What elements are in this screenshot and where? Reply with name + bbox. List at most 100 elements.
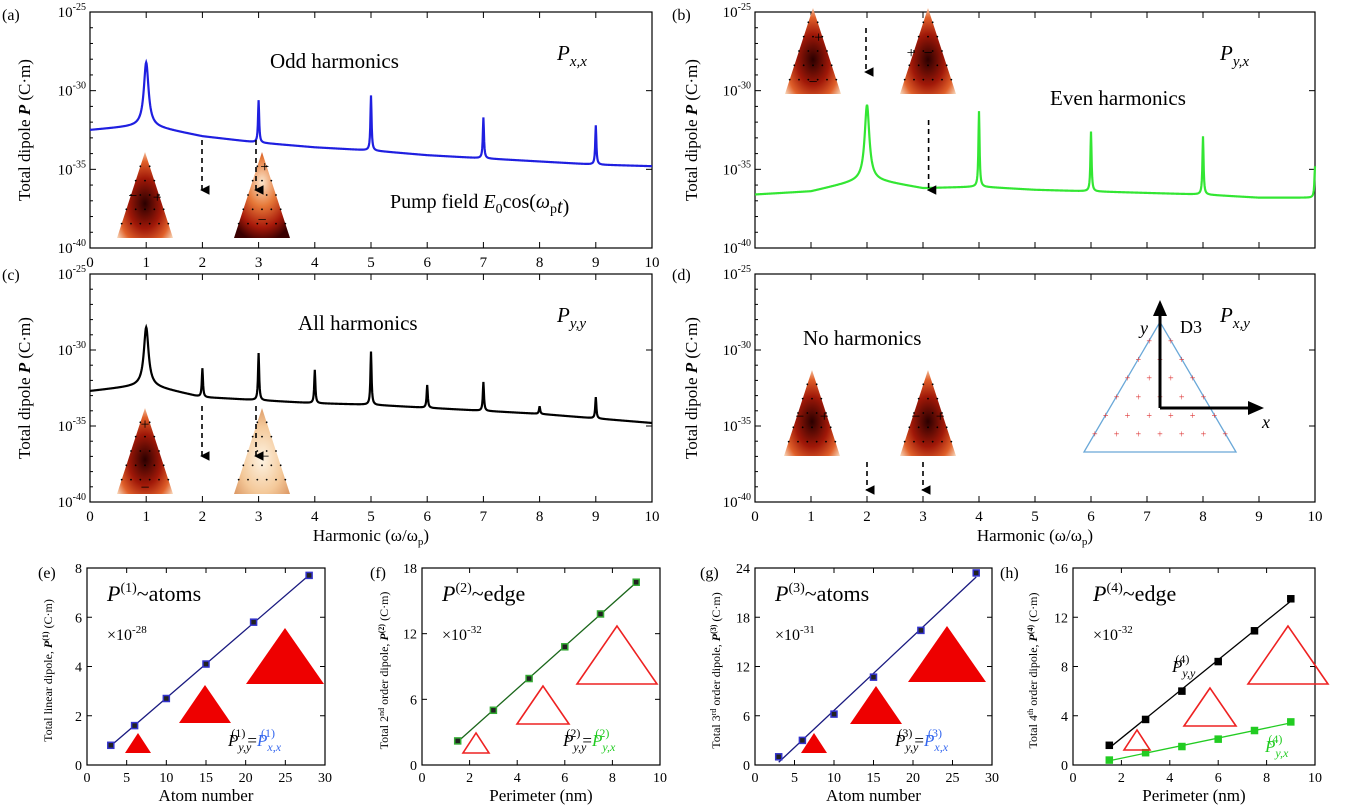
x-tick-label: 30 <box>318 771 332 786</box>
data-point <box>632 578 640 586</box>
charge-sign: + <box>260 159 269 176</box>
lattice-dot <box>927 35 929 38</box>
y-tick-label: 10-40 <box>58 492 86 511</box>
x-tick-label: 4 <box>514 771 521 786</box>
lattice-dot <box>148 450 151 452</box>
lattice-dot <box>922 412 925 414</box>
panel-label-f: (f) <box>370 565 386 582</box>
y-tick-label: 12 <box>403 628 417 643</box>
size-triangle <box>575 624 659 685</box>
y-tick-label: 10-30 <box>58 340 86 359</box>
fit-line <box>457 582 637 743</box>
panel-f: (f) 0 6 12 18 0 2 4 6 8 10 Perimeter (nm) Total 2nd … <box>370 562 667 805</box>
x-tick-label: 9 <box>592 255 600 271</box>
x-tick-label: 1 <box>807 509 815 525</box>
annotation-none: No harmonics <box>803 326 921 350</box>
data-point <box>972 569 980 577</box>
size-triangle <box>1122 728 1152 751</box>
lattice-dot <box>251 435 254 438</box>
y-tick-label: 10-35 <box>723 159 751 178</box>
lattice-dot <box>139 194 142 196</box>
x-tick-label: 0 <box>752 771 759 786</box>
lattice-dot <box>941 440 943 443</box>
field-map-triangle-lattice <box>120 165 170 225</box>
x-tick-label: 0 <box>419 771 426 786</box>
y-tick-label: 12 <box>1054 611 1068 626</box>
y-arrow-head <box>1153 300 1167 316</box>
lattice-dot <box>950 440 953 443</box>
lattice-dot <box>261 435 263 438</box>
x-tick-label: 8 <box>1263 771 1270 786</box>
size-triangle <box>246 628 324 684</box>
lattice-dot <box>816 50 819 52</box>
lattice-dot <box>134 179 137 182</box>
lattice-dot <box>256 421 259 424</box>
lattice-dot <box>148 194 151 196</box>
lattice-dot <box>284 222 287 225</box>
panel-a: (a) 10-25 10-30 10-35 10-400 1 2 3 4 5 6 7 8 9 10 Total… <box>2 2 660 271</box>
lattice-dot <box>922 50 925 52</box>
lattice-site-plus: + <box>1114 429 1120 440</box>
series-label-b: Py,x <box>1219 41 1249 70</box>
lattice-dot <box>950 78 953 81</box>
charge-sign: − <box>795 409 804 426</box>
x-tick-label: 7 <box>1143 509 1151 525</box>
lattice-dot <box>148 421 151 424</box>
size-triangle <box>179 685 231 723</box>
lattice-dot <box>801 426 804 429</box>
size-triangle <box>125 733 151 753</box>
series-label-c: Py,y <box>556 303 586 332</box>
panel-c: (c) 10-25 10-30 10-35 10-400 1 2 3 4 5 6 7 8 9 10 Harmo… <box>2 264 660 548</box>
x-tick-label: 8 <box>609 771 616 786</box>
lattice-dot <box>922 78 925 81</box>
lattice-dot <box>821 35 824 38</box>
field-map-triangle-lattice <box>903 383 953 443</box>
series-line-a <box>89 58 653 168</box>
series-line-c <box>89 323 653 425</box>
lattice-dot <box>807 50 810 52</box>
size-triangle <box>461 731 491 754</box>
series-label: Py,x(4) <box>1264 732 1289 760</box>
lattice-dot <box>275 194 277 196</box>
lattice-dot <box>802 35 805 38</box>
fit-line <box>1108 600 1292 749</box>
y-tick-label: 18 <box>403 562 417 577</box>
y-axis-label: Total dipole P (C·m) <box>15 59 34 201</box>
lattice-dot <box>917 426 920 429</box>
annotation-odd: Odd harmonics <box>270 49 399 73</box>
y-axis-label: Total dipole P (C·m) <box>15 317 34 459</box>
lattice-dot <box>158 222 160 225</box>
lattice-dot <box>153 464 156 467</box>
y-tick-label: 10-40 <box>723 492 751 511</box>
data-point <box>798 736 807 745</box>
x-tick-label: 0 <box>751 509 759 525</box>
x-axis-label: Harmonic (ω/ωp) <box>977 526 1093 548</box>
lattice-dot <box>826 78 828 81</box>
equality-label: Py,y(1) =Px,x(1) <box>227 726 282 754</box>
field-map-triangle <box>234 152 290 238</box>
inset-title-f: P(2)~edge <box>441 581 525 606</box>
data-point <box>1105 756 1114 764</box>
lattice-dot <box>139 421 142 424</box>
x-axis-label: Harmonic (ω/ωp) <box>313 526 429 548</box>
lattice-dot <box>261 464 263 467</box>
equality-label: Py,y(3) =Px,x(3) <box>894 726 949 754</box>
lattice-dot <box>936 64 939 67</box>
data-point <box>107 741 115 750</box>
annotation-even: Even harmonics <box>1050 86 1186 110</box>
lattice-dot <box>931 21 934 24</box>
x-tick-label: 8 <box>536 255 544 271</box>
lattice-dot <box>162 464 165 467</box>
field-map-triangle <box>784 370 840 456</box>
x-tick-label: 2 <box>466 771 473 786</box>
y-tick-label: 0 <box>1061 759 1068 774</box>
panel-e: (e) 0 2 4 6 8 0 5 10 15 20 25 30 Atom number Total lin… <box>38 562 332 805</box>
y-tick-label: 10-25 <box>58 2 86 21</box>
lattice-dot <box>247 450 249 452</box>
x-tick-label: 3 <box>919 509 927 525</box>
x-tick-label: 10 <box>645 255 660 271</box>
lattice-dot <box>917 35 920 38</box>
lattice-dot <box>787 440 790 443</box>
lattice-dot <box>792 426 795 429</box>
